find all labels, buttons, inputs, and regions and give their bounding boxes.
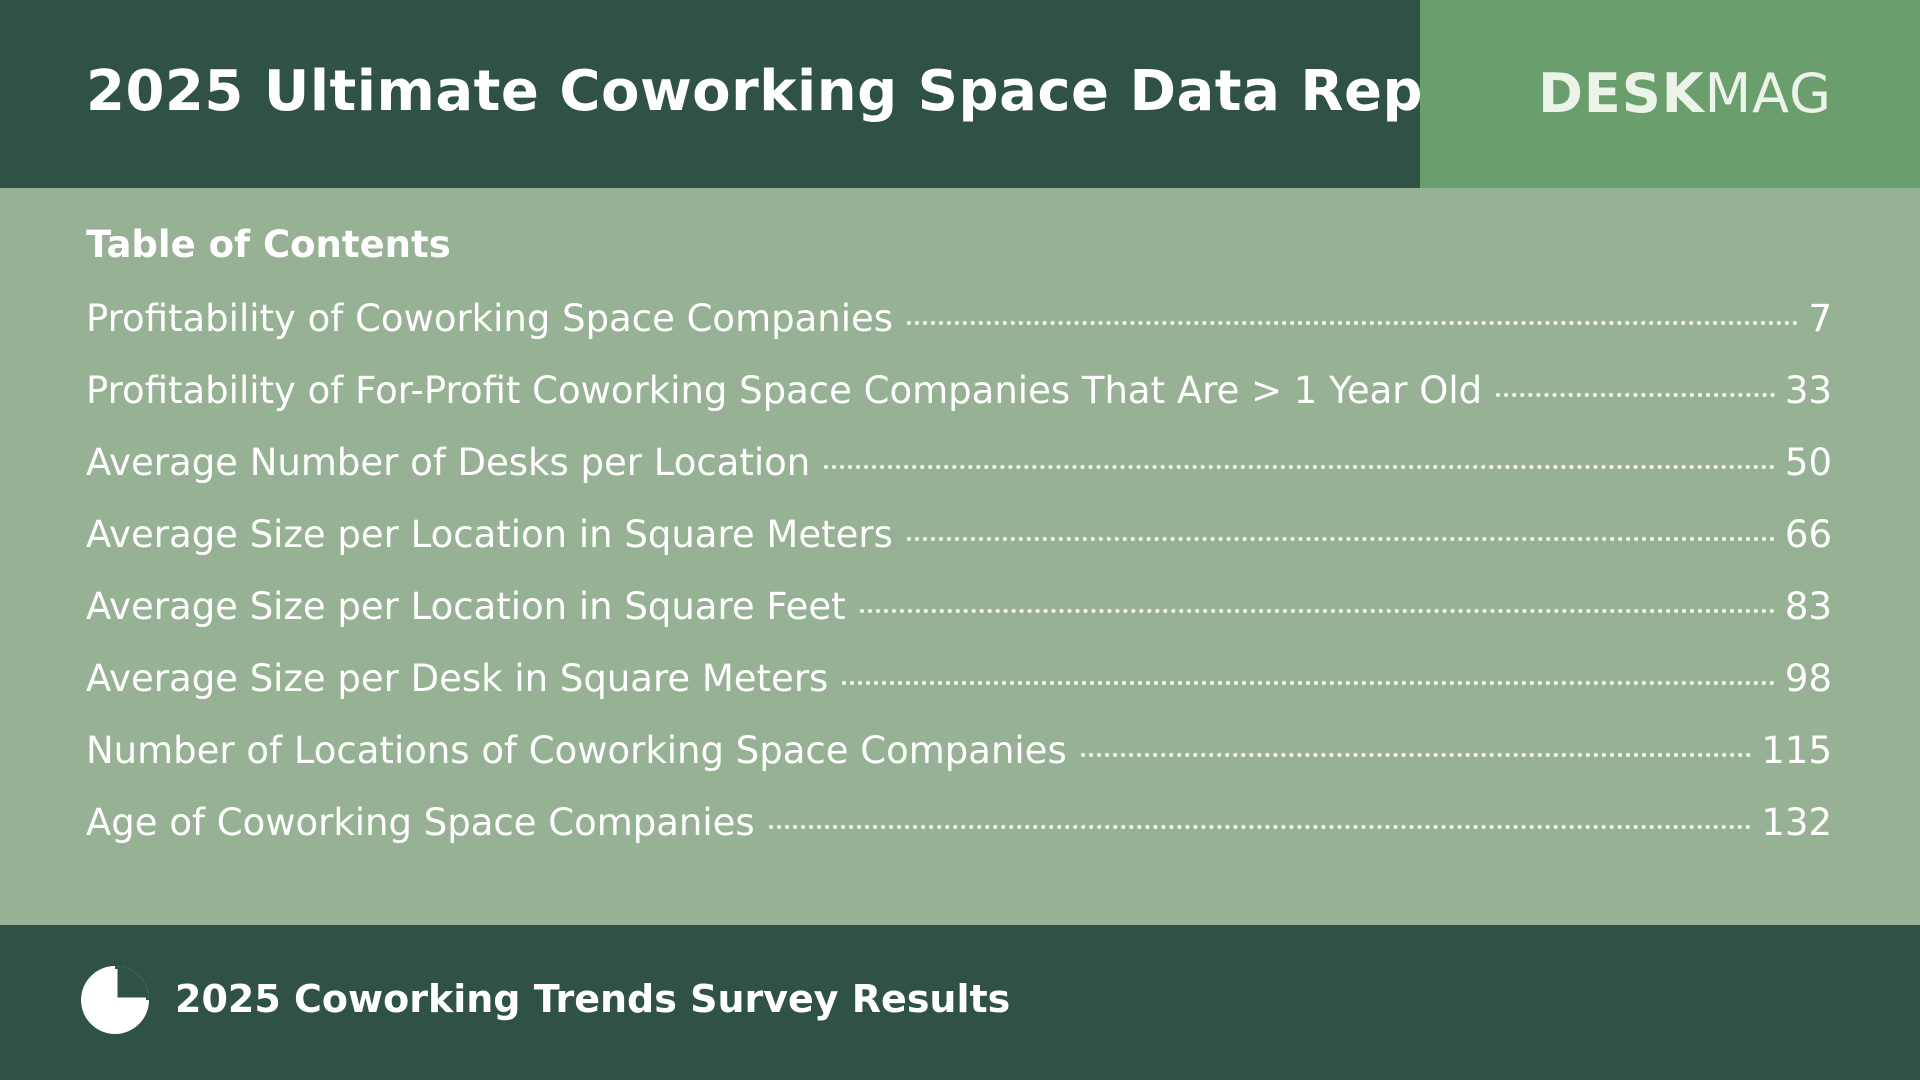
toc-entry-page: 115 <box>1761 729 1832 772</box>
dot-leader <box>907 321 1799 325</box>
toc-entry[interactable]: Average Size per Location in Square Feet… <box>86 571 1832 643</box>
toc-entry[interactable]: Average Number of Desks per Location 50 <box>86 427 1832 499</box>
toc-entry-label: Average Size per Location in Square Mete… <box>86 513 893 556</box>
toc-entry[interactable]: Average Size per Desk in Square Meters 9… <box>86 643 1832 715</box>
pie-chart-icon <box>81 966 149 1034</box>
table-of-contents: Table of Contents Profitability of Cowor… <box>86 215 1832 859</box>
toc-entry-label: Profitability of Coworking Space Compani… <box>86 297 894 340</box>
brand-logo-bold: DESK <box>1538 62 1705 125</box>
footer-caption: 2025 Coworking Trends Survey Results <box>175 977 1011 1021</box>
toc-entry-page: 98 <box>1784 657 1832 700</box>
toc-entry-label: Number of Locations of Coworking Space C… <box>86 729 1067 772</box>
toc-entry-label: Average Size per Desk in Square Meters <box>86 657 829 700</box>
report-title: 2025 Ultimate Coworking Space Data Repor… <box>86 59 1518 124</box>
toc-entry-label: Profitability of For-Profit Coworking Sp… <box>86 369 1483 412</box>
brand-box: DESKMAG <box>1420 0 1920 188</box>
dot-leader <box>859 609 1775 613</box>
toc-entry-page: 132 <box>1761 801 1832 844</box>
dot-leader <box>842 681 1775 685</box>
dot-leader <box>1496 393 1775 397</box>
toc-entry[interactable]: Profitability of For-Profit Coworking Sp… <box>86 355 1832 427</box>
toc-entry-page: 83 <box>1784 585 1832 628</box>
brand-logo: DESKMAG <box>1538 62 1832 126</box>
toc-entry[interactable]: Age of Coworking Space Companies 132 <box>86 787 1832 859</box>
dot-leader <box>768 825 1752 829</box>
header-bar: 2025 Ultimate Coworking Space Data Repor… <box>0 0 1920 188</box>
toc-entry-page: 7 <box>1808 297 1832 340</box>
toc-entry-label: Average Size per Location in Square Feet <box>86 585 846 628</box>
toc-entry-label: Average Number of Desks per Location <box>86 441 811 484</box>
toc-entry-page: 33 <box>1784 369 1832 412</box>
toc-entry[interactable]: Profitability of Coworking Space Compani… <box>86 283 1832 355</box>
toc-list: Profitability of Coworking Space Compani… <box>86 283 1832 859</box>
toc-entry[interactable]: Number of Locations of Coworking Space C… <box>86 715 1832 787</box>
brand-logo-light: MAG <box>1704 62 1832 125</box>
dot-leader <box>906 537 1775 541</box>
dot-leader <box>1080 753 1752 757</box>
footer-bar: 2025 Coworking Trends Survey Results <box>0 925 1920 1080</box>
dot-leader <box>824 465 1775 469</box>
toc-entry-page: 50 <box>1784 441 1832 484</box>
toc-entry[interactable]: Average Size per Location in Square Mete… <box>86 499 1832 571</box>
toc-entry-label: Age of Coworking Space Companies <box>86 801 755 844</box>
toc-entry-page: 66 <box>1784 513 1832 556</box>
toc-heading: Table of Contents <box>86 223 451 266</box>
